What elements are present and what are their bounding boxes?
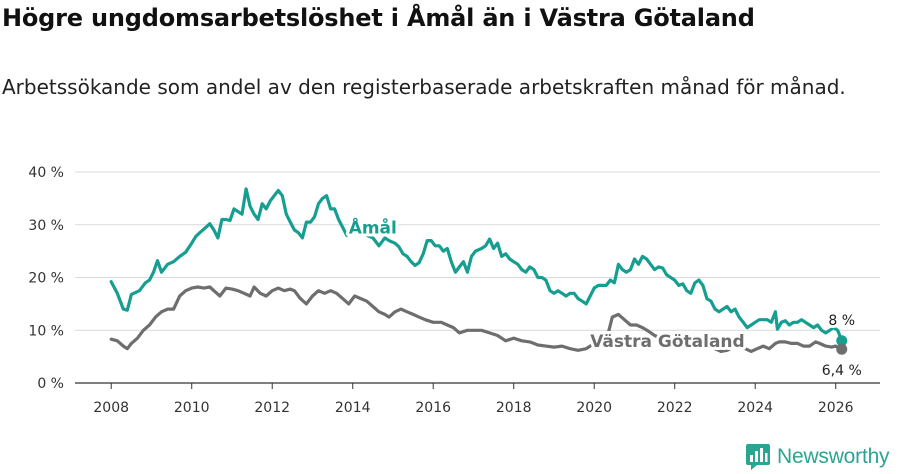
series-line-amal bbox=[109, 187, 844, 343]
x-tick-label: 2010 bbox=[174, 400, 210, 416]
y-tick-label: 0 % bbox=[37, 376, 64, 392]
chart-title: Högre ungdomsarbetslöshet i Åmål än i Vä… bbox=[2, 4, 755, 32]
end-marker-amal bbox=[836, 335, 848, 347]
end-marker-vastra-gotaland bbox=[836, 343, 848, 355]
end-label-vastra-gotaland-halo: 6,4 % bbox=[822, 363, 862, 379]
series-layer bbox=[109, 187, 848, 355]
axis-layer: 0 % 10 % 20 % 30 % 40 % 2008 2010 2012 2014 2016 2… bbox=[28, 165, 880, 416]
brand-name: Newsworthy bbox=[777, 445, 890, 468]
series-label-vastra-gotaland-halo: Västra Götaland bbox=[590, 332, 745, 352]
y-tick-label: 20 % bbox=[28, 271, 64, 287]
series-label-vastra-gotaland: Västra Götaland bbox=[590, 332, 745, 352]
x-tick-label: 2008 bbox=[93, 400, 129, 416]
x-tick-label: 2026 bbox=[818, 400, 854, 416]
series-line-vastra-gotaland bbox=[109, 285, 844, 353]
end-label-amal: 8 % bbox=[828, 313, 855, 329]
x-tick-label: 2016 bbox=[415, 400, 451, 416]
end-label-vastra-gotaland: 6,4 % bbox=[822, 363, 862, 379]
x-tick-label: 2024 bbox=[737, 400, 773, 416]
x-tick-label: 2018 bbox=[496, 400, 532, 416]
y-tick-label: 40 % bbox=[28, 165, 64, 181]
y-tick-label: 10 % bbox=[28, 323, 64, 339]
x-tick-label: 2020 bbox=[576, 400, 612, 416]
newsworthy-logo: Newsworthy bbox=[745, 440, 890, 474]
x-tick-label: 2022 bbox=[657, 400, 693, 416]
x-tick-label: 2014 bbox=[335, 400, 371, 416]
chart-subtitle: Arbetssökande som andel av den registerb… bbox=[2, 75, 846, 99]
newsworthy-icon bbox=[746, 444, 770, 470]
series-label-amal: Åmål bbox=[349, 216, 397, 239]
x-tick-label: 2012 bbox=[254, 400, 290, 416]
y-tick-label: 30 % bbox=[28, 218, 64, 234]
end-label-amal-halo: 8 % bbox=[828, 313, 855, 329]
